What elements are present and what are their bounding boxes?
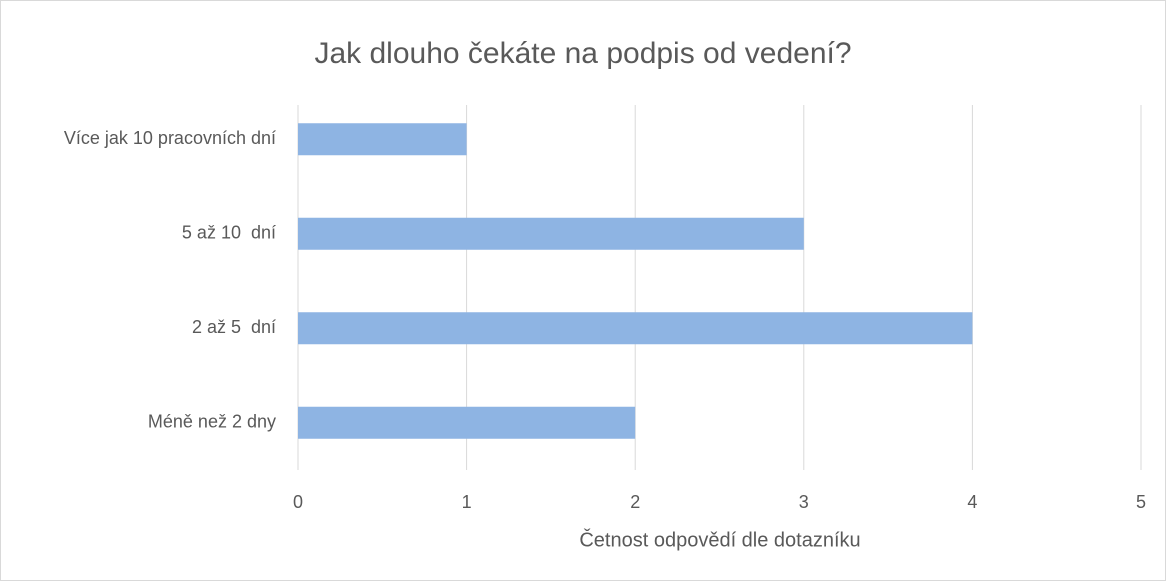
y-tick-label: Méně než 2 dny: [148, 412, 276, 432]
x-tick-label: 0: [293, 492, 303, 512]
bar: [298, 312, 973, 345]
y-tick-label: 2 až 5 dní: [192, 317, 276, 337]
x-tick-label: 2: [630, 492, 640, 512]
x-tick-label: 1: [462, 492, 472, 512]
bar: [298, 123, 467, 156]
x-tick-label: 3: [799, 492, 809, 512]
x-axis-title: Četnost odpovědí dle dotazníku: [579, 528, 860, 551]
chart-title: Jak dlouho čekáte na podpis od vedení?: [314, 37, 851, 70]
bar: [298, 217, 804, 250]
x-tick-label: 5: [1136, 492, 1146, 512]
bar: [298, 406, 636, 439]
x-tick-label: 4: [967, 492, 977, 512]
y-tick-label: 5 až 10 dní: [182, 223, 276, 243]
y-tick-label: Více jak 10 pracovních dní: [64, 128, 276, 148]
